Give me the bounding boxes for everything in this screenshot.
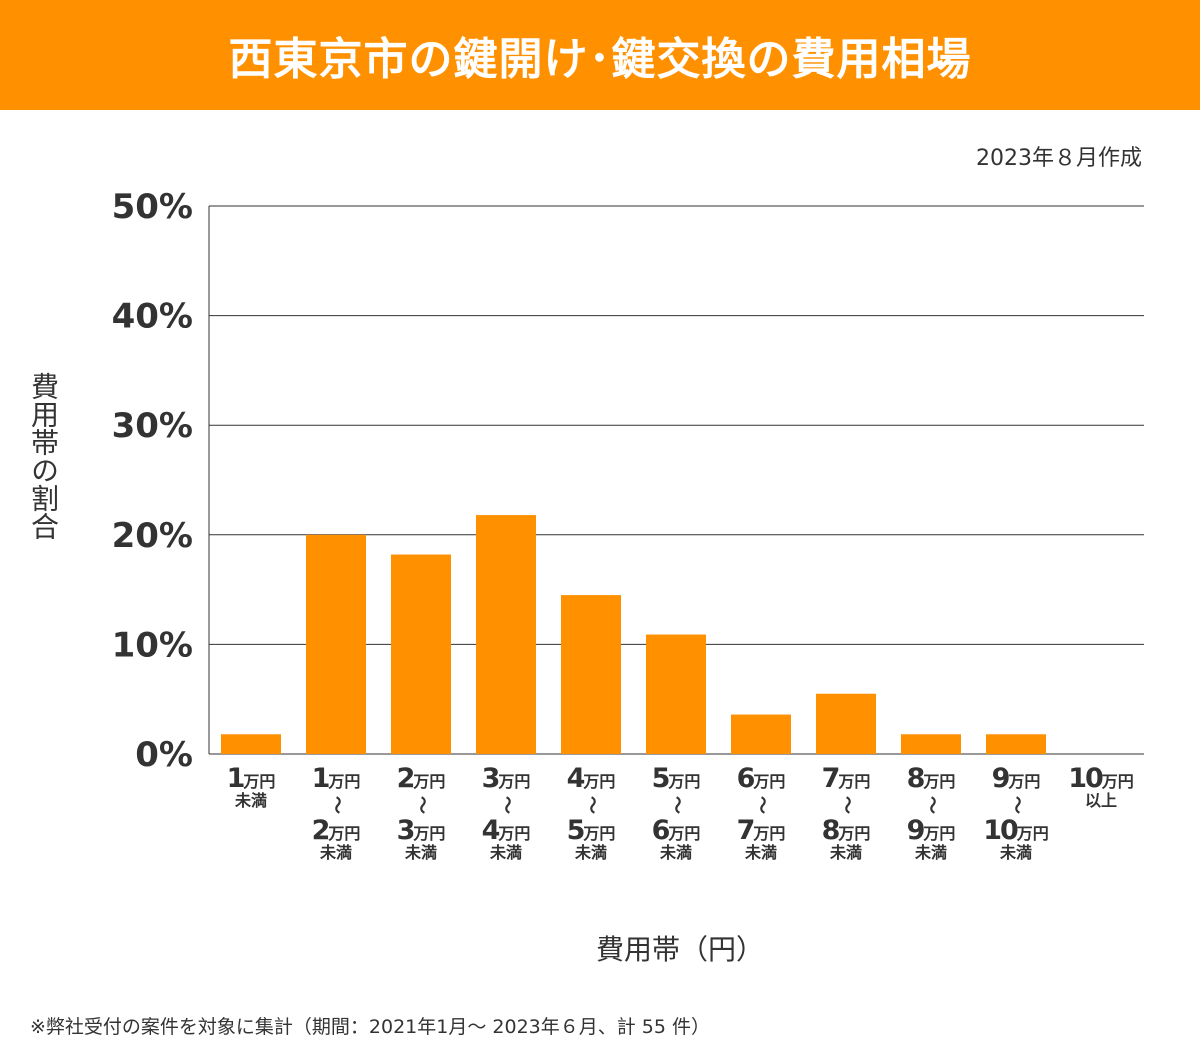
y-tick-label: 0% xyxy=(135,735,193,775)
bar xyxy=(646,634,706,754)
bar xyxy=(561,595,621,754)
bar xyxy=(816,693,876,754)
bar xyxy=(306,534,366,754)
y-tick-label: 20% xyxy=(112,516,193,556)
x-axis-label: 費用帯（円） xyxy=(595,933,764,966)
x-tick-label: 6万円〜 7万円 未満 xyxy=(736,763,786,862)
bar xyxy=(731,714,791,754)
chart-title: 西東京市の鍵開け･鍵交換の費用相場 xyxy=(228,34,972,85)
bar xyxy=(221,734,281,754)
x-tick-label: 4万円〜 5万円 未満 xyxy=(566,763,616,862)
bar xyxy=(901,734,961,754)
y-axis-label: 費用帯の割合 xyxy=(27,372,60,540)
x-tick-label: 8万円〜 9万円 未満 xyxy=(906,763,956,862)
y-tick-label: 50% xyxy=(112,187,193,227)
x-tick-label: 5万円〜 6万円 未満 xyxy=(651,763,701,862)
x-tick-label: 1万円 未満 xyxy=(226,763,276,810)
x-tick-label: 9万円〜 10万円 未満 xyxy=(983,763,1049,862)
header-banner: 西東京市の鍵開け･鍵交換の費用相場 xyxy=(0,0,1200,110)
y-tick-label: 30% xyxy=(112,406,193,446)
bar xyxy=(476,515,536,754)
y-tick-label: 40% xyxy=(112,297,193,337)
x-tick-label: 10万円 以上 xyxy=(1068,763,1134,810)
x-tick-label: 3万円〜 4万円 未満 xyxy=(481,763,531,862)
footnote: ※弊社受付の案件を対象に集計（期間：2021年1月～ 2023年６月、計 55 … xyxy=(30,1016,711,1038)
y-tick-label: 10% xyxy=(112,625,193,665)
date-note: 2023年８月作成 xyxy=(976,146,1142,171)
x-tick-label: 7万円〜 8万円 未満 xyxy=(821,763,871,862)
bar xyxy=(391,554,451,754)
x-tick-label: 1万円〜 2万円 未満 xyxy=(311,763,361,862)
bar xyxy=(986,734,1046,754)
x-tick-label: 2万円〜 3万円 未満 xyxy=(396,763,446,862)
